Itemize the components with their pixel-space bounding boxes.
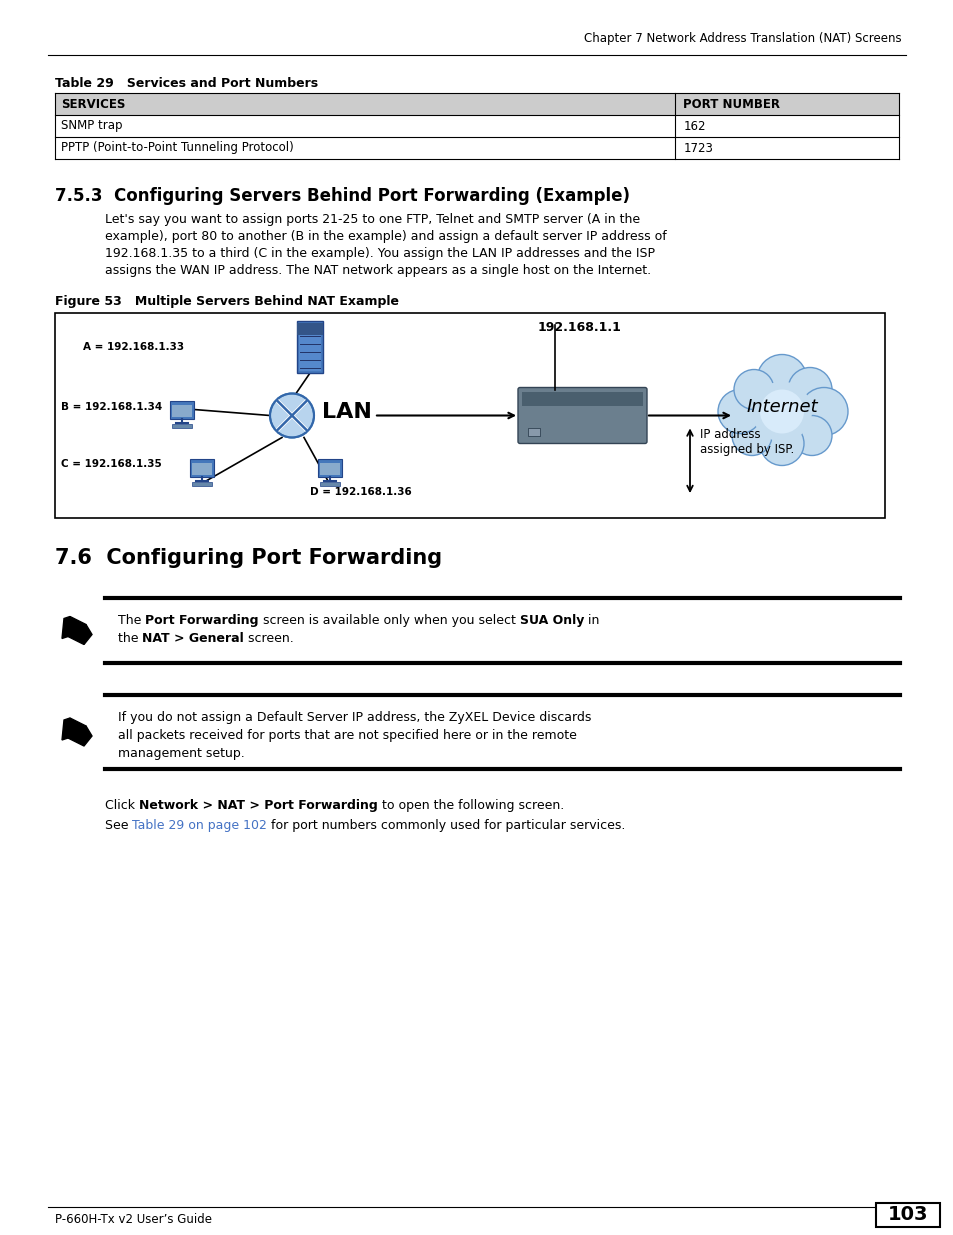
- FancyBboxPatch shape: [521, 391, 642, 405]
- Text: If you do not assign a Default Server IP address, the ZyXEL Device discards: If you do not assign a Default Server IP…: [118, 711, 591, 724]
- Polygon shape: [62, 616, 70, 638]
- FancyBboxPatch shape: [55, 312, 884, 517]
- Text: IP address
assigned by ISP.: IP address assigned by ISP.: [700, 429, 794, 456]
- Text: 7.5.3  Configuring Servers Behind Port Forwarding (Example): 7.5.3 Configuring Servers Behind Port Fo…: [55, 186, 629, 205]
- Text: Let's say you want to assign ports 21-25 to one FTP, Telnet and SMTP server (A i: Let's say you want to assign ports 21-25…: [105, 212, 639, 226]
- FancyBboxPatch shape: [319, 482, 339, 487]
- Text: NAT > General: NAT > General: [142, 632, 244, 645]
- Text: 7.6  Configuring Port Forwarding: 7.6 Configuring Port Forwarding: [55, 548, 441, 568]
- Text: LAN: LAN: [322, 401, 372, 421]
- FancyBboxPatch shape: [319, 463, 339, 475]
- FancyBboxPatch shape: [517, 388, 646, 443]
- Text: SUA Only: SUA Only: [519, 614, 583, 627]
- FancyBboxPatch shape: [527, 427, 539, 436]
- Text: example), port 80 to another (B in the example) and assign a default server IP a: example), port 80 to another (B in the e…: [105, 230, 666, 243]
- Circle shape: [733, 369, 773, 410]
- Polygon shape: [84, 625, 91, 645]
- Text: the: the: [118, 632, 142, 645]
- Circle shape: [270, 394, 314, 437]
- Polygon shape: [84, 726, 91, 746]
- Text: 192.168.1.1: 192.168.1.1: [537, 321, 621, 333]
- Text: screen is available only when you select: screen is available only when you select: [258, 614, 519, 627]
- FancyBboxPatch shape: [875, 1203, 939, 1228]
- Text: Table 29 on page 102: Table 29 on page 102: [132, 819, 267, 832]
- Text: Port Forwarding: Port Forwarding: [145, 614, 258, 627]
- Text: assigns the WAN IP address. The NAT network appears as a single host on the Inte: assigns the WAN IP address. The NAT netw…: [105, 264, 651, 277]
- FancyBboxPatch shape: [296, 321, 323, 373]
- Text: 103: 103: [887, 1205, 927, 1224]
- Text: PPTP (Point-to-Point Tunneling Protocol): PPTP (Point-to-Point Tunneling Protocol): [61, 142, 294, 154]
- Text: C = 192.168.1.35: C = 192.168.1.35: [61, 459, 162, 469]
- Text: in: in: [583, 614, 598, 627]
- Circle shape: [787, 368, 831, 411]
- FancyBboxPatch shape: [190, 459, 213, 477]
- Circle shape: [757, 354, 806, 405]
- FancyBboxPatch shape: [170, 400, 193, 419]
- Text: management setup.: management setup.: [118, 747, 245, 760]
- Circle shape: [751, 382, 811, 441]
- Text: Chapter 7 Network Address Translation (NAT) Screens: Chapter 7 Network Address Translation (N…: [584, 32, 901, 44]
- Circle shape: [800, 388, 847, 436]
- Circle shape: [791, 415, 831, 456]
- Circle shape: [760, 389, 803, 433]
- Text: Click: Click: [105, 799, 139, 811]
- Text: SNMP trap: SNMP trap: [61, 120, 122, 132]
- Text: 162: 162: [682, 120, 705, 132]
- Text: SERVICES: SERVICES: [61, 98, 125, 110]
- Polygon shape: [62, 718, 70, 740]
- FancyBboxPatch shape: [296, 324, 323, 335]
- FancyBboxPatch shape: [317, 459, 341, 477]
- FancyBboxPatch shape: [192, 482, 212, 487]
- FancyBboxPatch shape: [298, 324, 320, 370]
- Text: to open the following screen.: to open the following screen.: [377, 799, 563, 811]
- Circle shape: [718, 389, 761, 433]
- Text: 1723: 1723: [682, 142, 713, 154]
- Text: B = 192.168.1.34: B = 192.168.1.34: [61, 403, 162, 412]
- Circle shape: [731, 415, 771, 456]
- Text: Network > NAT > Port Forwarding: Network > NAT > Port Forwarding: [139, 799, 377, 811]
- FancyBboxPatch shape: [55, 93, 898, 115]
- FancyBboxPatch shape: [192, 463, 212, 475]
- Polygon shape: [68, 718, 86, 746]
- Circle shape: [760, 421, 803, 466]
- Text: for port numbers commonly used for particular services.: for port numbers commonly used for parti…: [267, 819, 625, 832]
- Text: The: The: [118, 614, 145, 627]
- FancyBboxPatch shape: [172, 424, 192, 427]
- Text: Internet: Internet: [745, 399, 817, 416]
- Text: all packets received for ports that are not specified here or in the remote: all packets received for ports that are …: [118, 729, 577, 742]
- Text: A = 192.168.1.33: A = 192.168.1.33: [83, 342, 184, 352]
- Text: Figure 53   Multiple Servers Behind NAT Example: Figure 53 Multiple Servers Behind NAT Ex…: [55, 295, 398, 308]
- Text: Table 29   Services and Port Numbers: Table 29 Services and Port Numbers: [55, 77, 317, 90]
- Text: D = 192.168.1.36: D = 192.168.1.36: [310, 487, 412, 496]
- Text: P-660H-Tx v2 User’s Guide: P-660H-Tx v2 User’s Guide: [55, 1213, 212, 1226]
- FancyBboxPatch shape: [172, 405, 192, 416]
- Polygon shape: [68, 616, 86, 645]
- Text: screen.: screen.: [244, 632, 294, 645]
- Text: 192.168.1.35 to a third (C in the example). You assign the LAN IP addresses and : 192.168.1.35 to a third (C in the exampl…: [105, 247, 655, 261]
- Text: See: See: [105, 819, 132, 832]
- Text: PORT NUMBER: PORT NUMBER: [682, 98, 780, 110]
